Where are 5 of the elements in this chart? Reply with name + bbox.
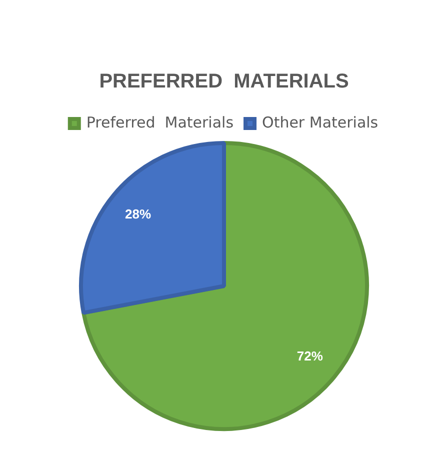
data-label: 72% (296, 348, 324, 364)
chart-title: PREFERRED MATERIALS (99, 70, 349, 93)
legend-label: Other Materials (262, 113, 378, 132)
legend-label: Preferred Materials (86, 113, 234, 132)
data-label: 28% (125, 206, 152, 222)
